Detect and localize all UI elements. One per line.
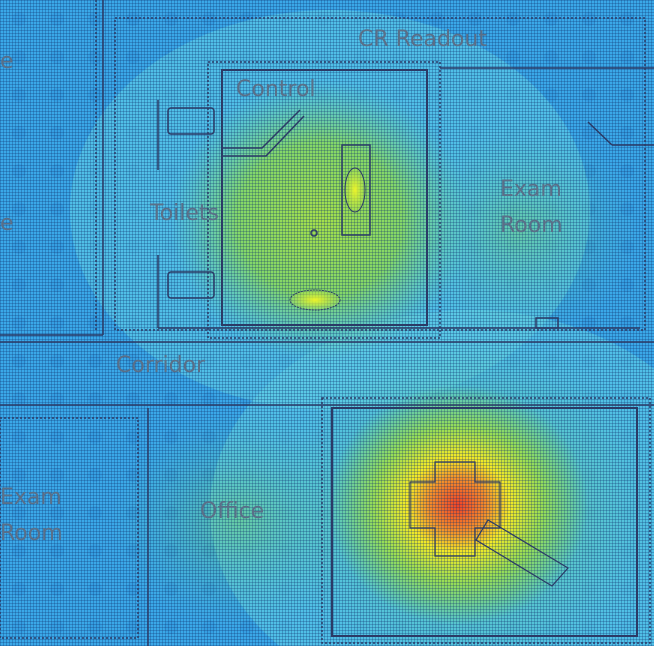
wall-exam-room-left: [0, 417, 139, 639]
control-detector: [310, 229, 318, 237]
xray-table-arm: [475, 519, 569, 587]
control-window-inner: [222, 115, 305, 157]
control-fixture-horizontal: [289, 289, 341, 311]
toilet-fixture-bottom: [167, 271, 215, 299]
wall-upper-right-corner: [587, 121, 613, 146]
xray-table-cross: [409, 461, 501, 557]
control-desk: [341, 144, 371, 236]
control-fixture-vertical: [344, 167, 366, 213]
wall-control-room-dotted: [207, 61, 441, 339]
door-small: [535, 317, 559, 329]
wall-exam-room-hot: [331, 407, 638, 637]
control-window: [222, 109, 301, 149]
wall-exam-room-hot-dotted: [321, 397, 651, 644]
toilet-fixture-top: [167, 107, 215, 135]
wall-upper-room: [114, 17, 646, 331]
wall-control-room: [221, 69, 428, 326]
xray-table: [409, 461, 569, 587]
